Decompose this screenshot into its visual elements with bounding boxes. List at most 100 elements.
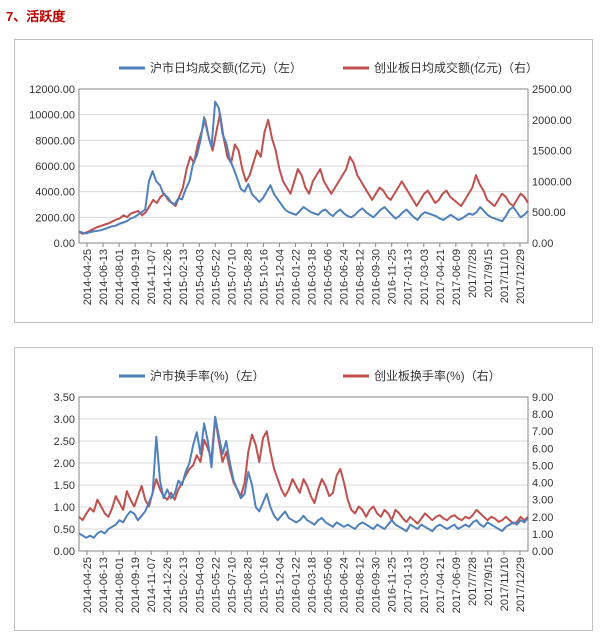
x-tick-label: 2015-07-10 [226, 557, 238, 613]
x-tick-label: 2016-08-12 [355, 557, 367, 613]
y-right-tick-label: 1500.00 [532, 146, 572, 158]
x-tick-label: 2015-02-13 [178, 249, 190, 305]
x-tick-label: 2017-03-03 [419, 249, 431, 305]
legend-label-2: 创业板日均成交额(亿元)（右） [374, 60, 538, 75]
turnover-rate-chart: 沪市换手率(%)（左） 创业板换手率(%)（右） 0.00 0.50 1.00 1.50 2… [14, 347, 593, 631]
y-left-tick-label: 2.00 [54, 458, 75, 470]
x-tick-label: 2014-04-25 [82, 557, 94, 613]
plot-area [78, 88, 529, 244]
section-title: 7、活跃度 [6, 9, 66, 24]
x-tick-label: 2014-12-26 [162, 557, 174, 613]
y-right-tick-label: 9.00 [532, 392, 553, 404]
x-tick-label: 2016-11-25 [387, 557, 399, 612]
legend-label-1: 沪市换手率(%)（左） [150, 368, 265, 383]
x-tick-label: 2017/9/15 [483, 249, 495, 298]
series-line-left [78, 100, 529, 235]
x-tick-label: 2017-03-03 [419, 557, 431, 613]
x-tick-label: 2015-12-04 [274, 249, 286, 305]
x-tick-label: 2017/11/10 [499, 557, 511, 611]
x-tick-label: 2015-07-10 [226, 249, 238, 305]
x-tick-label: 2016-05-06 [323, 249, 335, 305]
x-tick-label: 2017-01-13 [403, 557, 415, 613]
x-tick-label: 2014-09-19 [130, 557, 142, 613]
y-right-tick-label: 3.00 [532, 495, 553, 507]
x-tick-label: 2016-01-22 [290, 249, 302, 305]
x-tick-label: 2017/11/10 [499, 249, 511, 303]
series-line-right [78, 112, 529, 235]
x-tick-label: 2016-06-24 [339, 249, 351, 305]
plot-area [78, 396, 529, 552]
x-tick-label: 2017-06-09 [451, 557, 463, 613]
x-tick-label: 2017/7/28 [467, 249, 479, 298]
y-right-tick-label: 2500.00 [532, 84, 572, 96]
x-tick-label: 2015-05-22 [210, 249, 222, 305]
legend-label-2: 创业板换手率(%)（右） [374, 368, 501, 383]
y-left-tick-label: 3.50 [54, 392, 75, 404]
y-right-tick-label: 0.00 [532, 238, 553, 250]
x-tick-label: 2016-09-30 [371, 249, 383, 305]
y-left-tick-label: 2000.00 [35, 212, 75, 224]
x-tick-label: 2017/9/15 [483, 557, 495, 606]
y-right-tick-label: 500.00 [532, 207, 566, 219]
x-tick-label: 2014-09-19 [130, 249, 142, 305]
x-tick-label: 2017-04-21 [435, 557, 447, 613]
x-tick-label: 2017-04-21 [435, 249, 447, 305]
x-tick-label: 2017/12/29 [515, 249, 527, 304]
x-tick-label: 2016-06-24 [339, 557, 351, 613]
y-left-tick-label: 12000.00 [29, 84, 75, 96]
x-tick-label: 2014-12-26 [162, 249, 174, 305]
x-tick-label: 2016-03-18 [307, 557, 319, 613]
turnover-amount-chart-svg: 沪市日均成交额(亿元)（左） 创业板日均成交额(亿元)（右） 0.00 2000.00… [29, 60, 572, 305]
x-tick-label: 2016-03-18 [307, 249, 319, 305]
y-right-tick-label: 5.00 [532, 460, 553, 472]
x-tick-label: 2016-09-30 [371, 557, 383, 613]
x-tick-label: 2017-06-09 [451, 249, 463, 305]
y-left-tick-label: 10000.00 [29, 110, 75, 122]
y-right-tick-label: 6.00 [532, 443, 553, 455]
y-left-tick-label: 4000.00 [35, 187, 75, 199]
x-tick-label: 2015-04-03 [194, 557, 206, 613]
x-tick-label: 2014-11-07 [146, 249, 158, 304]
x-tick-label: 2015-08-28 [242, 557, 254, 613]
x-tick-label: 2015-02-13 [178, 557, 190, 613]
y-right-tick-label: 2000.00 [532, 115, 572, 127]
x-tick-label: 2014-11-07 [146, 557, 158, 612]
x-tick-label: 2015-10-16 [258, 249, 270, 305]
turnover-amount-chart: 沪市日均成交额(亿元)（左） 创业板日均成交额(亿元)（右） 0.00 2000.00… [14, 39, 593, 323]
y-right-tick-label: 8.00 [532, 409, 553, 421]
y-right-tick-label: 1.00 [532, 529, 553, 541]
legend-label-1: 沪市日均成交额(亿元)（左） [150, 60, 302, 75]
series-line-left [78, 415, 529, 539]
x-tick-label: 2016-01-22 [290, 557, 302, 613]
x-tick-label: 2017-01-13 [403, 249, 415, 305]
x-tick-label: 2014-08-01 [114, 249, 126, 305]
x-tick-label: 2017/7/28 [467, 557, 479, 606]
x-tick-label: 2015-10-16 [258, 557, 270, 613]
y-left-tick-label: 2.50 [54, 436, 75, 448]
x-tick-label: 2016-11-25 [387, 249, 399, 304]
y-left-tick-label: 3.00 [54, 414, 75, 426]
x-tick-label: 2016-05-06 [323, 557, 335, 613]
y-left-tick-label: 6000.00 [35, 161, 75, 173]
y-right-tick-label: 7.00 [532, 426, 553, 438]
y-right-tick-label: 1000.00 [532, 176, 572, 188]
x-tick-label: 2014-04-25 [82, 249, 94, 305]
x-tick-label: 2017/12/29 [515, 557, 527, 612]
y-left-tick-label: 0.00 [54, 546, 75, 558]
x-tick-label: 2015-05-22 [210, 557, 222, 613]
x-tick-label: 2015-04-03 [194, 249, 206, 305]
x-tick-label: 2015-12-04 [274, 557, 286, 613]
y-left-tick-label: 1.50 [54, 480, 75, 492]
x-tick-label: 2014-08-01 [114, 557, 126, 613]
y-left-tick-label: 1.00 [54, 502, 75, 514]
y-left-tick-label: 0.50 [54, 524, 75, 536]
x-tick-label: 2014-06-13 [98, 557, 110, 613]
y-right-tick-label: 2.00 [532, 512, 553, 524]
x-tick-label: 2016-08-12 [355, 249, 367, 305]
y-right-tick-label: 0.00 [532, 546, 553, 558]
y-left-tick-label: 0.00 [54, 238, 75, 250]
x-tick-label: 2014-06-13 [98, 249, 110, 305]
turnover-rate-chart-svg: 沪市换手率(%)（左） 创业板换手率(%)（右） 0.00 0.50 1.00 1.50 2… [54, 368, 554, 613]
y-left-tick-label: 8000.00 [35, 135, 75, 147]
y-right-tick-label: 4.00 [532, 478, 553, 490]
